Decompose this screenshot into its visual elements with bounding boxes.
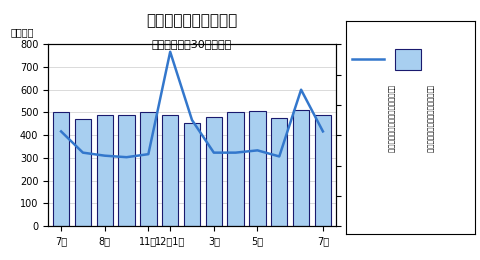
- Bar: [395, 49, 421, 70]
- Text: 賃金と労働時間の推移: 賃金と労働時間の推移: [146, 13, 238, 28]
- Bar: [119, 115, 135, 226]
- Text: 常用雇用者１人当たり総実労働時間: 常用雇用者１人当たり総実労働時間: [427, 85, 433, 153]
- Bar: [96, 115, 113, 226]
- Bar: [271, 118, 288, 226]
- Bar: [315, 115, 331, 226]
- Bar: [140, 112, 156, 226]
- Text: 常用雇用者１人当たり現金給与総額: 常用雇用者１人当たり現金給与総額: [388, 85, 394, 153]
- Bar: [53, 112, 69, 226]
- Bar: [184, 123, 200, 226]
- Bar: [75, 119, 91, 226]
- Bar: [249, 111, 265, 226]
- Bar: [228, 112, 244, 226]
- Bar: [293, 110, 309, 226]
- Text: （事業所規模30人以上）: （事業所規模30人以上）: [152, 39, 232, 49]
- Text: （時間）: （時間）: [379, 27, 403, 37]
- Bar: [162, 115, 179, 226]
- Bar: [205, 117, 222, 226]
- Text: （千円）: （千円）: [11, 27, 34, 37]
